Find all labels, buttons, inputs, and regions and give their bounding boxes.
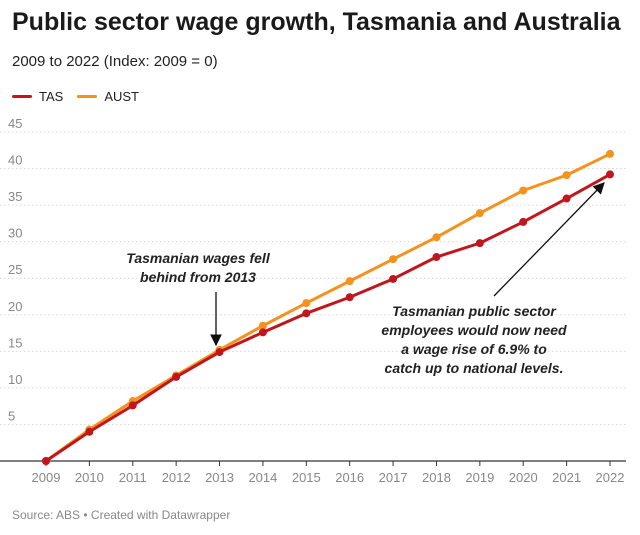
annotation-text: a wage rise of 6.9% to [401,341,547,357]
data-point-tas [128,401,137,410]
legend-label-aust: AUST [104,89,139,104]
y-tick-label: 10 [8,372,22,387]
data-point-tas [258,328,267,337]
annotation-text: employees would now need [381,322,567,338]
data-point-tas [215,348,224,357]
x-tick-label: 2020 [509,470,538,485]
y-axis-ticks: 5 10 15 20 25 30 35 40 45 [8,116,22,423]
data-point-tas [432,253,441,262]
series [42,149,614,465]
legend-swatch-aust [77,95,98,98]
x-tick-label: 2019 [465,470,494,485]
data-point-tas [302,309,311,318]
annotation-text: Tasmanian public sector [392,303,557,319]
x-tick-label: 2011 [119,470,147,485]
data-point-aust [432,233,441,242]
chart-title: Public sector wage growth, Tasmania and … [12,8,621,36]
data-point-aust [302,299,311,308]
annotation-text: Tasmanian wages fell [126,250,271,266]
data-point-aust [389,255,398,264]
data-point-tas [475,239,484,248]
data-point-tas [345,293,354,302]
annotation-text: catch up to national levels. [385,360,564,376]
legend-label-tas: TAS [39,89,64,104]
data-point-aust [258,321,267,330]
y-tick-label: 35 [8,189,22,204]
x-tick-label: 2015 [292,470,321,485]
series-line-aust [44,152,612,463]
data-point-tas [42,457,50,465]
y-tick-label: 15 [8,335,22,350]
legend-item-aust: AUST [77,89,139,104]
data-point-aust [562,171,571,180]
legend-item-tas: TAS [12,89,63,104]
x-tick-label: 2016 [335,470,364,485]
source-note: Source: ABS • Created with Datawrapper [12,508,231,522]
x-tick-label: 2014 [248,470,277,485]
x-tick-label: 2009 [32,470,61,485]
data-point-aust [475,209,484,218]
y-tick-label: 20 [8,299,22,314]
y-tick-label: 5 [8,408,15,423]
data-point-aust [519,186,528,195]
x-tick-label: 2013 [205,470,234,485]
y-tick-label: 25 [8,262,22,277]
x-tick-label: 2021 [552,470,581,485]
data-point-tas [606,170,614,179]
x-tick-label: 2018 [422,470,451,485]
gridlines [0,131,626,462]
annotation-arrow [493,182,605,297]
annotation-text: behind from 2013 [140,269,256,285]
data-point-tas [519,217,528,226]
x-tick-label: 2022 [596,470,625,485]
annotations: Tasmanian wages fell behind from 2013 Tasm… [126,182,605,376]
y-tick-label: 40 [8,153,22,168]
data-point-tas [562,194,571,203]
x-tick-label: 2017 [379,470,408,485]
data-point-tas [172,372,181,381]
y-tick-label: 30 [8,226,22,241]
series-line-tas [44,172,612,463]
legend-swatch-tas [12,95,32,98]
chart-subtitle: 2009 to 2022 (Index: 2009 = 0) [12,53,218,70]
x-tick-label: 2012 [162,470,191,485]
legend: TAS AUST [12,89,153,104]
y-tick-label: 45 [8,116,22,131]
x-tick-label: 2010 [75,470,104,485]
data-point-tas [85,427,94,436]
x-axis-ticks: 2009 2010 2011 2012 2013 2014 2015 2016 2017 2018… [32,461,625,485]
data-point-tas [389,274,398,283]
data-point-aust [606,149,614,158]
data-point-aust [345,277,354,286]
